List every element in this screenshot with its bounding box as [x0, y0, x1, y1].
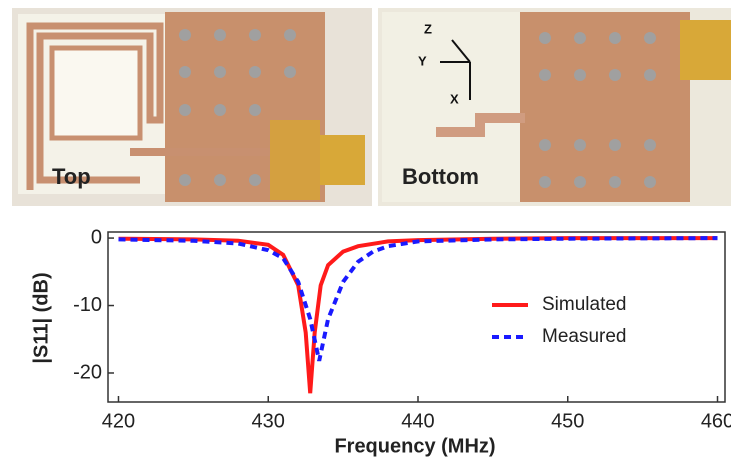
x-axis-title: Frequency (MHz) [334, 435, 495, 457]
axis-letter: X [450, 91, 459, 106]
plot-frame [107, 231, 726, 403]
legend-label: Measured [542, 326, 627, 347]
y-tick-label: -10 [73, 294, 102, 316]
photo-label: Bottom [402, 164, 479, 189]
top-photo: Top [12, 8, 372, 206]
x-tick-label: 420 [102, 410, 135, 432]
y-tick-label: -20 [73, 361, 102, 383]
x-tick-label: 450 [551, 410, 584, 432]
series-line [118, 236, 718, 362]
y-tick-label: 0 [91, 226, 102, 248]
bottom-photo: Z Y X Bottom [378, 8, 731, 206]
photo-label: Top [52, 164, 91, 189]
legend-label: Simulated [542, 294, 627, 315]
axis-letter: Z [424, 21, 432, 36]
x-tick-label: 440 [401, 410, 434, 432]
y-axis-title: |S11| (dB) [30, 272, 52, 363]
axis-letter: Y [418, 53, 427, 68]
series-line [118, 236, 718, 394]
x-tick-label: 460 [701, 410, 731, 432]
x-tick-label: 430 [252, 410, 285, 432]
